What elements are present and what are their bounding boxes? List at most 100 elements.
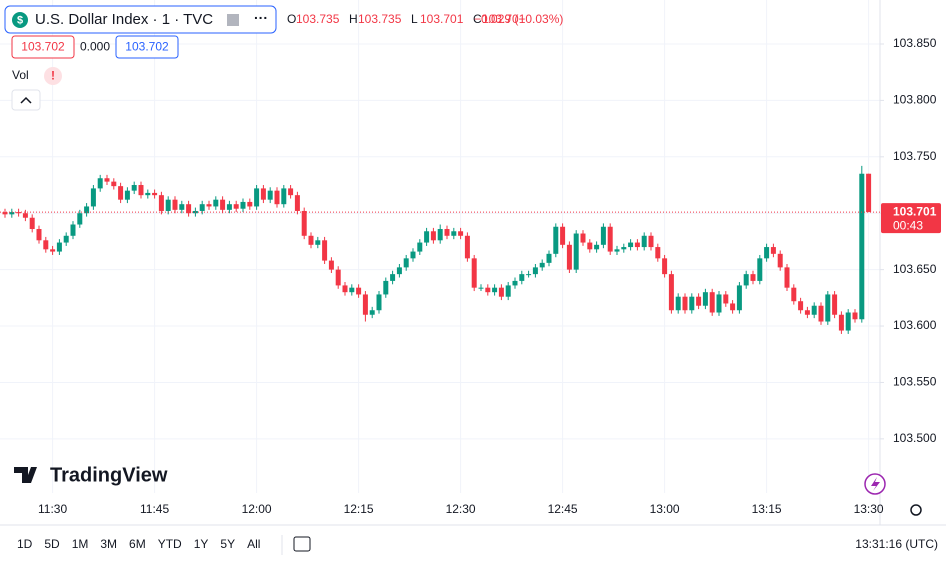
candle-body	[655, 247, 661, 259]
range-button[interactable]: 1D	[17, 537, 33, 551]
candle-body	[417, 242, 423, 252]
candle-body	[328, 260, 334, 270]
candle-body	[641, 235, 647, 248]
range-button[interactable]: 1M	[72, 537, 89, 551]
x-tick-label: 12:30	[446, 502, 476, 516]
flag-icon[interactable]	[227, 14, 239, 26]
y-tick-label: 103.550	[893, 375, 937, 389]
candle-body	[376, 294, 382, 311]
candle-body	[390, 274, 396, 281]
candle-body	[111, 181, 117, 187]
candle-body	[36, 229, 42, 241]
vol-alert-bg[interactable]	[44, 67, 62, 85]
range-button[interactable]: 3M	[100, 537, 117, 551]
candle-body	[294, 195, 300, 211]
last-price-label: 103.701	[893, 204, 937, 218]
candle-body	[29, 217, 35, 230]
candle-body	[451, 231, 457, 236]
candle-body	[199, 204, 205, 211]
candle-body	[566, 244, 572, 270]
candle-body	[519, 274, 525, 281]
candle-body	[186, 204, 192, 214]
candle-body	[696, 296, 702, 306]
ohlc-value: 103.701	[420, 12, 464, 26]
candle-body	[845, 312, 851, 331]
candle-body	[730, 303, 736, 311]
candle-body	[628, 242, 634, 248]
candle-body	[668, 274, 674, 311]
candle-body	[492, 287, 498, 293]
candle-body	[77, 213, 83, 225]
range-button[interactable]: YTD	[158, 537, 182, 551]
ohlc: O 103.735 H 103.735 L 103.701 C 103.701	[287, 12, 526, 26]
y-tick-label: 103.650	[893, 262, 937, 276]
x-tick-label: 11:30	[38, 502, 67, 516]
candle-body	[281, 188, 287, 205]
spread: 0.000	[80, 40, 110, 54]
candle-body	[322, 240, 328, 261]
range-button[interactable]: 1Y	[194, 537, 209, 551]
candle-body	[16, 212, 22, 214]
candle-body	[301, 210, 307, 236]
candle-body	[124, 190, 130, 200]
candle-body	[818, 305, 824, 322]
clock: 13:31:16 (UTC)	[855, 537, 938, 551]
candle-body	[607, 226, 613, 252]
candle-body	[675, 296, 681, 311]
range-button[interactable]: 5Y	[220, 537, 235, 551]
candle-body	[757, 258, 763, 281]
candle-body	[798, 301, 804, 311]
y-tick-label: 103.800	[893, 93, 937, 107]
candle-body	[791, 287, 797, 302]
collapse-button[interactable]	[11, 89, 41, 111]
candle-body	[172, 199, 178, 210]
range-button[interactable]: 5D	[44, 537, 60, 551]
range-button[interactable]: All	[247, 537, 260, 551]
candle-body	[22, 213, 28, 218]
candles	[2, 165, 872, 334]
candle-body	[560, 226, 566, 245]
y-tick-label: 103.500	[893, 431, 937, 445]
candle-body	[600, 226, 606, 245]
candle-body	[424, 231, 430, 243]
candle-body	[736, 285, 742, 311]
x-tick-label: 12:15	[344, 502, 374, 516]
bid-box[interactable]	[11, 35, 75, 59]
more-icon[interactable]: ···	[254, 10, 268, 26]
date-range-icon[interactable]	[293, 536, 311, 552]
candle-body	[158, 195, 164, 211]
candle-body	[546, 253, 552, 263]
candle-body	[539, 262, 545, 268]
candle-body	[464, 235, 470, 259]
ohlc-key: L	[411, 12, 418, 26]
last-price-box	[881, 203, 941, 234]
candle-body	[104, 178, 110, 182]
candle-body	[634, 242, 640, 248]
logo-mark	[14, 467, 37, 483]
symbol-icon-glyph: $	[17, 14, 23, 26]
candle-body	[553, 226, 559, 254]
ohlc-key: H	[349, 12, 358, 26]
candle-body	[784, 267, 790, 288]
candle-body	[587, 242, 593, 250]
candle-body	[859, 173, 865, 320]
settings-icon[interactable]	[910, 504, 922, 516]
countdown: 00:43	[893, 218, 923, 232]
ask-box[interactable]	[115, 35, 179, 59]
y-tick-label: 103.600	[893, 318, 937, 332]
candle-body	[811, 305, 817, 315]
range-button[interactable]: 6M	[129, 537, 146, 551]
candle-body	[662, 258, 668, 275]
candle-body	[430, 231, 436, 241]
candle-body	[825, 294, 831, 322]
candle-body	[206, 204, 212, 207]
candle-body	[832, 294, 838, 315]
candle-body	[9, 212, 15, 215]
vol-label: Vol	[12, 68, 29, 82]
symbol-box[interactable]	[4, 5, 277, 34]
logo: TradingView	[50, 464, 168, 486]
candle-body	[90, 188, 96, 207]
candle-body	[240, 201, 246, 209]
